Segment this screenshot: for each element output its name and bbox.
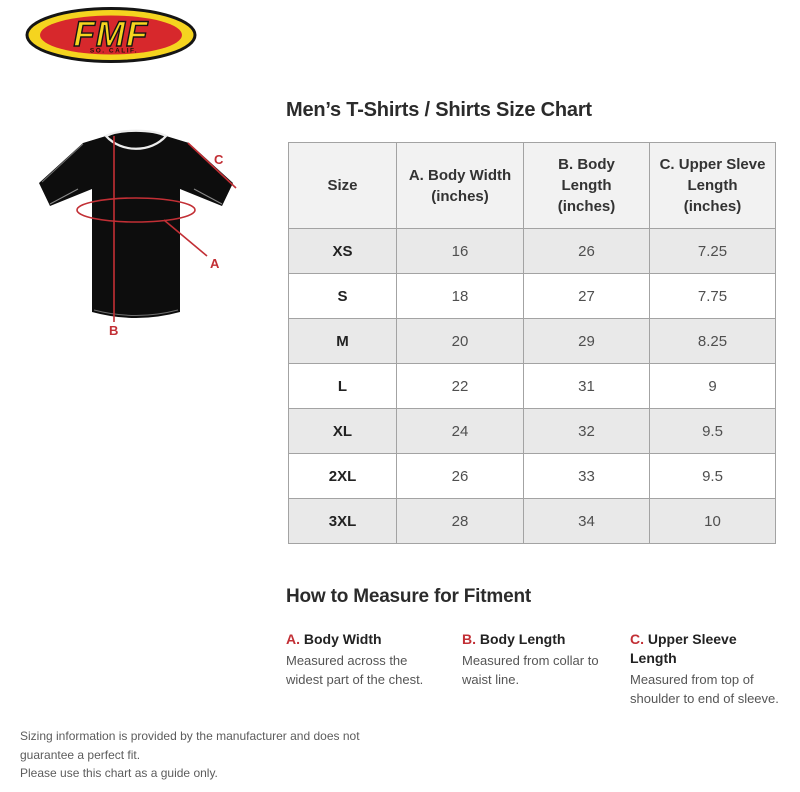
measure-letter-c: C. (630, 631, 644, 647)
body-width-cell: 28 (396, 498, 524, 544)
measure-heading: How to Measure for Fitment (286, 586, 531, 607)
right-cuff-seam (193, 188, 223, 205)
left-cuff-seam (49, 188, 79, 205)
body-length-cell: 33 (523, 453, 650, 499)
tshirt-body (39, 136, 233, 318)
fmf-logo: FMF SO. CALIF. (25, 7, 197, 63)
measure-line-c (187, 142, 237, 189)
table-row-3xl: 3XL 28 34 10 (288, 498, 776, 544)
column-header-sleeve-length: C. Upper Sleve Length (inches) (649, 142, 776, 229)
page-title: Men’s T-Shirts / Shirts Size Chart (286, 99, 592, 121)
body-width-cell: 22 (396, 363, 524, 409)
table-row-xs: XS 16 26 7.25 (288, 228, 776, 274)
measure-item-title: B. Body Length (462, 630, 607, 649)
size-cell: S (288, 273, 397, 319)
size-cell: L (288, 363, 397, 409)
column-header-body-width: A. Body Width (inches) (396, 142, 524, 229)
size-cell: M (288, 318, 397, 364)
measure-label: Upper Sleeve Length (630, 631, 737, 666)
disclaimer-line-1: Sizing information is provided by the ma… (20, 729, 360, 762)
body-length-cell: 29 (523, 318, 650, 364)
body-length-cell: 34 (523, 498, 650, 544)
table-row-l: L 22 31 9 (288, 363, 776, 409)
size-cell: 2XL (288, 453, 397, 499)
body-length-cell: 32 (523, 408, 650, 454)
measure-columns: A. Body Width Measured across the widest… (286, 630, 791, 708)
logo-inner-ellipse (40, 15, 182, 55)
measure-label: Body Length (479, 631, 566, 647)
disclaimer-text: Sizing information is provided by the ma… (20, 727, 388, 783)
measure-description: Measured from collar to waist line. (462, 652, 599, 687)
sleeve-length-cell: 9 (649, 363, 776, 409)
measure-ellipse-a (76, 197, 196, 223)
diagram-label-a: A (210, 256, 220, 271)
table-row-s: S 18 27 7.75 (288, 273, 776, 319)
body-width-cell: 16 (396, 228, 524, 274)
body-length-cell: 26 (523, 228, 650, 274)
measure-label: Body Width (303, 631, 382, 647)
sleeve-length-cell: 7.75 (649, 273, 776, 319)
measure-letter-a: A. (286, 631, 300, 647)
measure-item-sleeve-length: C. Upper Sleeve Length Measured from top… (630, 630, 788, 708)
measure-item-title: A. Body Width (286, 630, 436, 649)
table-row-xl: XL 24 32 9.5 (288, 408, 776, 454)
measure-section: How to Measure for Fitment A. Body Width… (286, 586, 791, 708)
table-row-2xl: 2XL 26 33 9.5 (288, 453, 776, 499)
disclaimer-line-2: Please use this chart as a guide only. (20, 766, 218, 781)
size-cell: 3XL (288, 498, 397, 544)
logo-brand-text: FMF (74, 15, 150, 54)
measure-pointer-a (163, 219, 208, 257)
body-length-cell: 31 (523, 363, 650, 409)
measure-item-body-width: A. Body Width Measured across the widest… (286, 630, 436, 690)
body-width-cell: 20 (396, 318, 524, 364)
body-width-cell: 26 (396, 453, 524, 499)
tshirt-measurement-diagram: A B C (39, 129, 237, 338)
sleeve-length-cell: 9.5 (649, 453, 776, 499)
body-length-cell: 27 (523, 273, 650, 319)
measure-item-body-length: B. Body Length Measured from collar to w… (462, 630, 607, 690)
diagram-label-c: C (214, 152, 224, 167)
column-header-size: Size (288, 142, 397, 229)
hem-seam (93, 309, 179, 316)
sleeve-length-cell: 7.25 (649, 228, 776, 274)
column-header-body-length: B. Body Length (inches) (523, 142, 650, 229)
table-header-row: Size A. Body Width (inches) B. Body Leng… (288, 142, 776, 229)
body-width-cell: 24 (396, 408, 524, 454)
measure-item-title: C. Upper Sleeve Length (630, 630, 788, 668)
size-chart-table: Size A. Body Width (inches) B. Body Leng… (288, 142, 776, 544)
left-shoulder-seam (41, 143, 84, 183)
measure-letter-b: B. (462, 631, 476, 647)
sleeve-length-cell: 10 (649, 498, 776, 544)
measure-description: Measured from top of shoulder to end of … (630, 671, 779, 706)
measure-description: Measured across the widest part of the c… (286, 652, 424, 687)
size-cell: XL (288, 408, 397, 454)
size-cell: XS (288, 228, 397, 274)
table-row-m: M 20 29 8.25 (288, 318, 776, 364)
body-width-cell: 18 (396, 273, 524, 319)
diagram-label-b: B (109, 323, 118, 338)
sleeve-length-cell: 9.5 (649, 408, 776, 454)
logo-subtext: SO. CALIF. (90, 48, 138, 55)
sleeve-length-cell: 8.25 (649, 318, 776, 364)
